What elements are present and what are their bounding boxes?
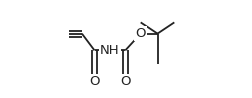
- Text: O: O: [120, 75, 131, 88]
- Text: O: O: [136, 27, 146, 40]
- Text: NH: NH: [100, 44, 120, 57]
- Text: O: O: [89, 75, 100, 88]
